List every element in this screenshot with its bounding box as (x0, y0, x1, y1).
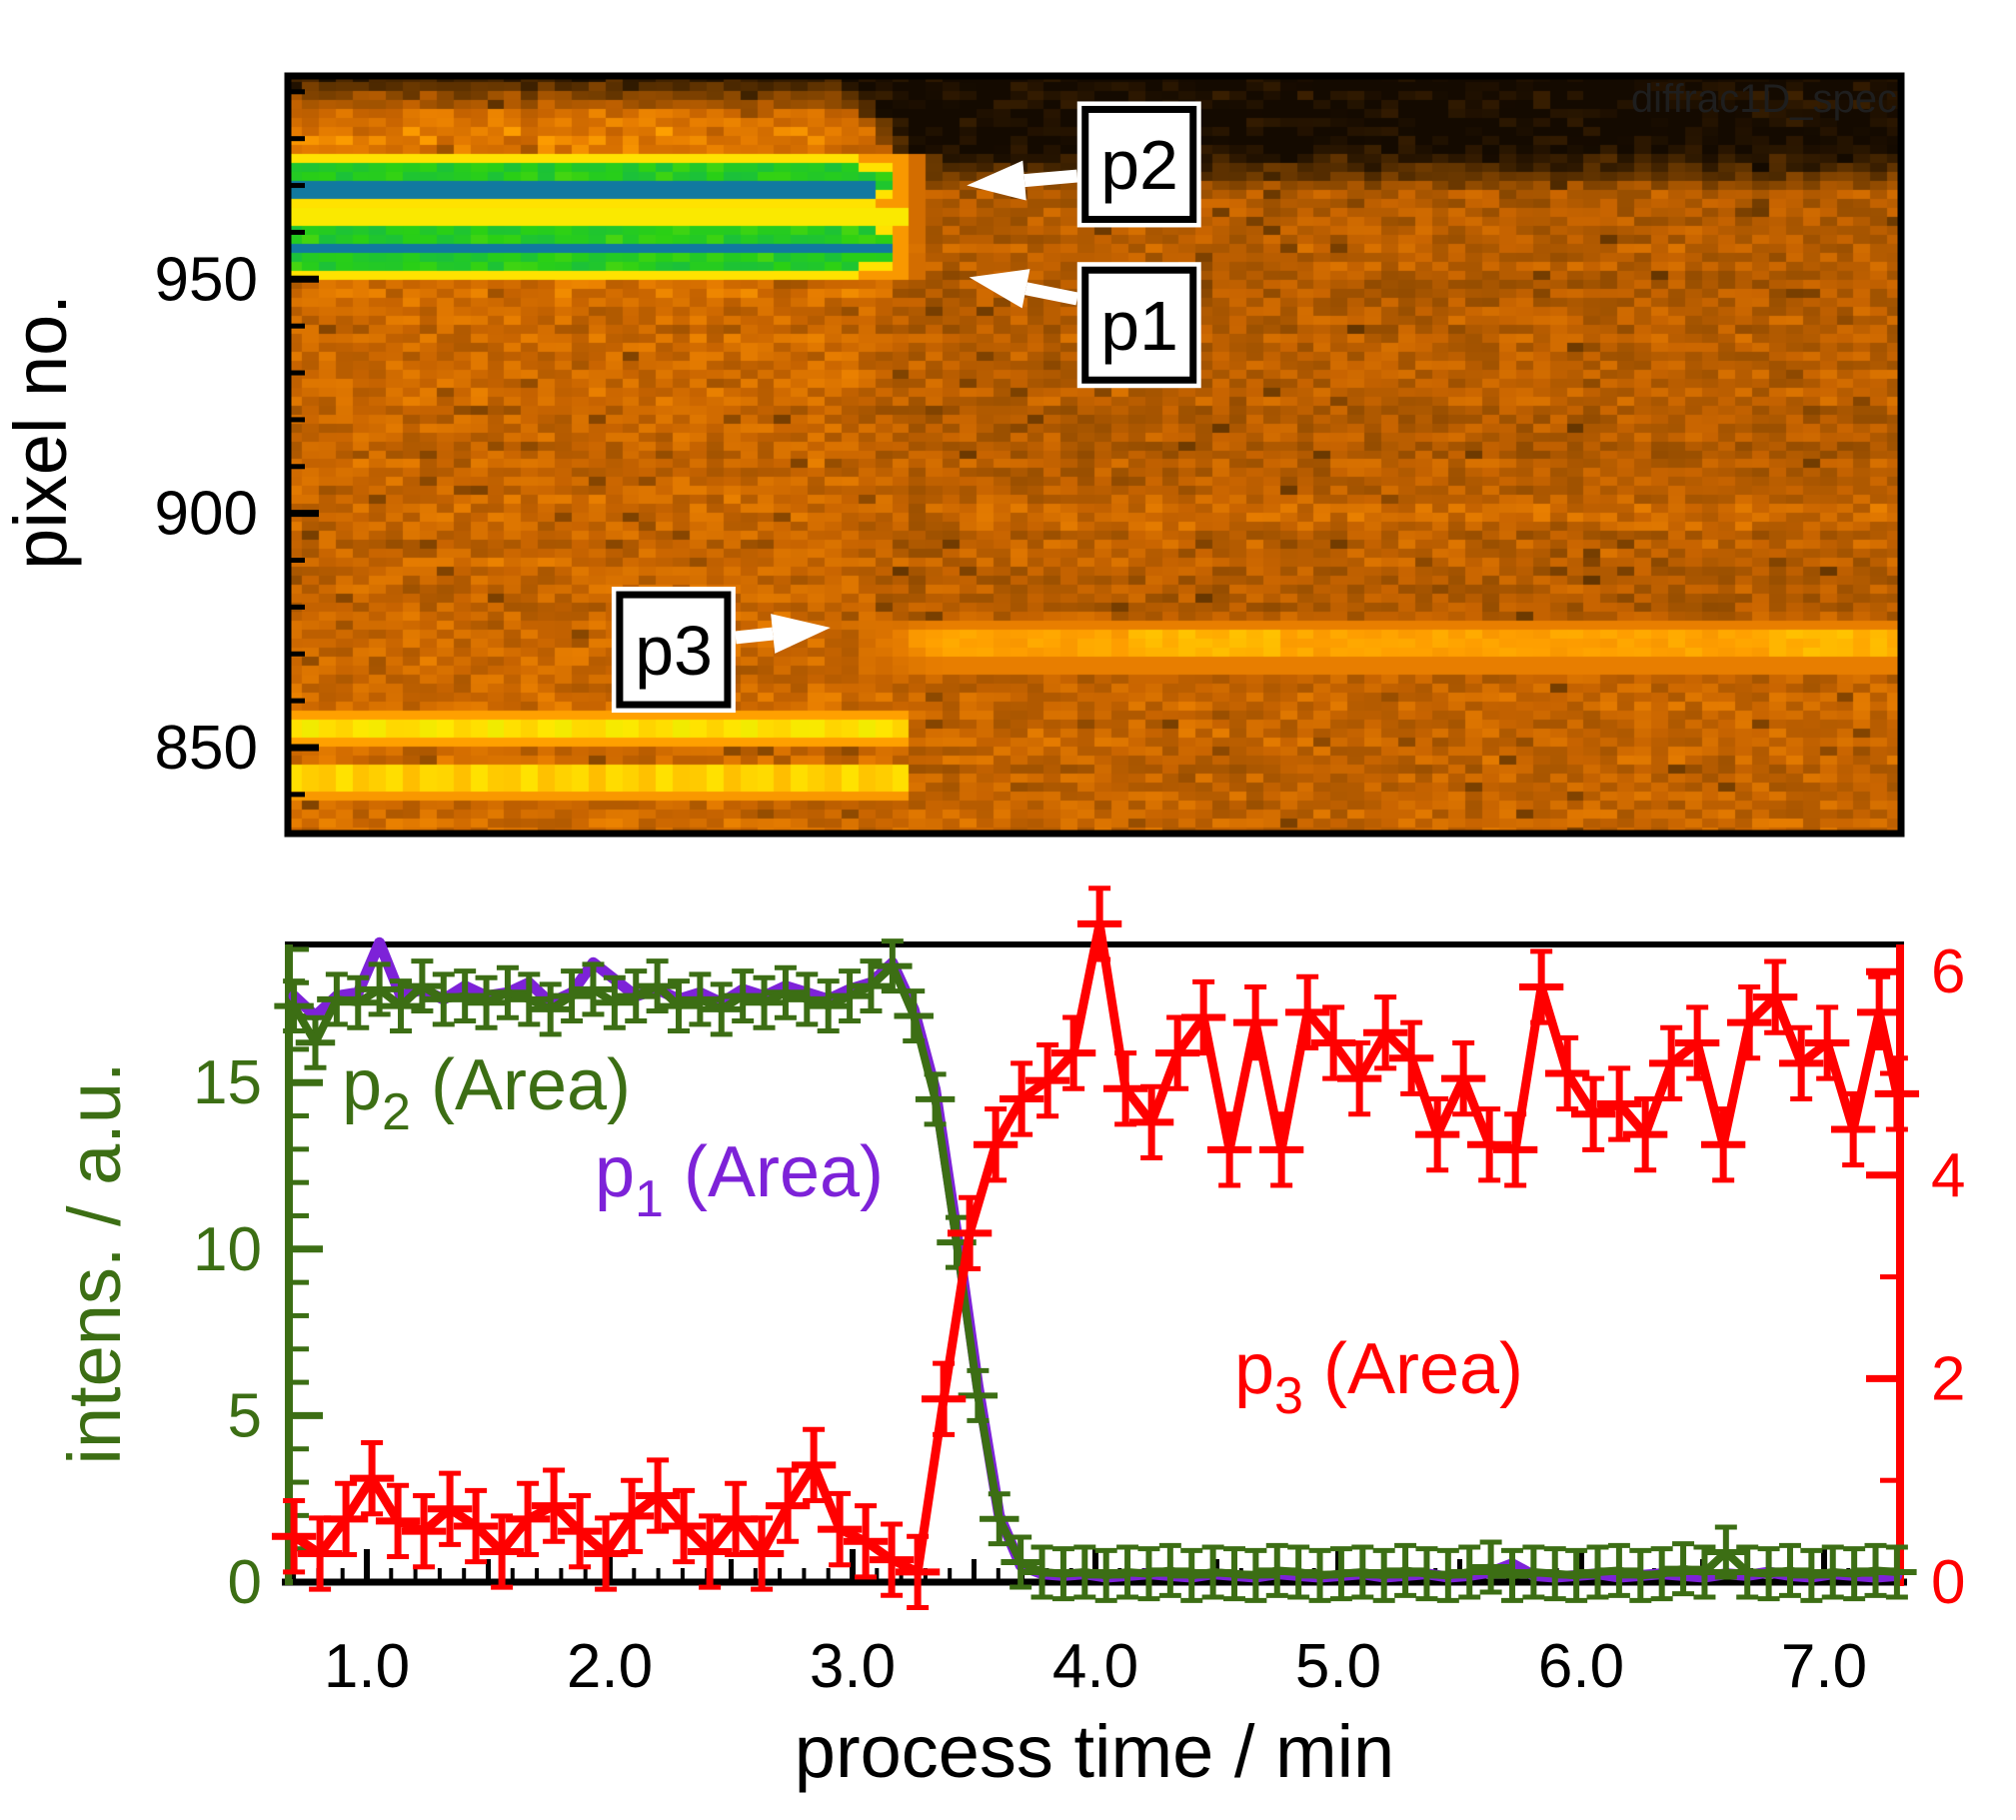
heatmap-ytick-labels: 850 900 950 (155, 245, 258, 783)
heatmap-frame-group (284, 72, 1905, 838)
series-p2_area (274, 938, 1917, 1603)
heatmap-ylabel: pixel no. (0, 294, 82, 570)
annotation-box-p3 (616, 591, 732, 709)
bottom-series-group (271, 886, 1920, 1610)
ytick-left-15: 15 (193, 1048, 262, 1117)
annotation-box-p2 (1081, 105, 1197, 223)
xtick-3.0: 3.0 (810, 1632, 896, 1701)
xtick-1.0: 1.0 (324, 1632, 410, 1701)
heatmap-ytick-900: 900 (155, 480, 258, 549)
annotation-arrows (735, 160, 1079, 654)
annotation-boxes (611, 101, 1201, 714)
ytick-left-5: 5 (228, 1381, 262, 1450)
bottom-ylabel-left: intens. / a.u. (53, 1061, 136, 1464)
xtick-7.0: 7.0 (1781, 1632, 1867, 1701)
heatmap-ytick-950: 950 (155, 245, 258, 314)
ytick-right-4: 4 (1931, 1141, 1965, 1210)
annotation-p3-label: p3 (635, 612, 713, 690)
ytick-left-0: 0 (228, 1548, 262, 1617)
xtick-5.0: 5.0 (1295, 1632, 1381, 1701)
bottom-axes-group (282, 941, 1907, 1586)
bottom-tick-labels: 1.0 2.0 3.0 4.0 5.0 6.0 7.0 0 5 10 15 0 2 4 6 (193, 937, 1965, 1701)
annotation-box-p1 (1081, 266, 1197, 384)
ytick-left-10: 10 (193, 1215, 262, 1284)
ytick-right-2: 2 (1931, 1344, 1965, 1413)
xtick-6.0: 6.0 (1538, 1632, 1624, 1701)
annotation-labels: p2 p1 p3 (635, 126, 1178, 690)
p3-series-label: p3 (Area) (1234, 1329, 1523, 1425)
p2-series-label: p2 (Area) (342, 1045, 631, 1141)
corner-label: diffrac1D_spec (1631, 77, 1897, 121)
bottom-xlabel: process time / min (795, 1710, 1394, 1793)
heatmap-ytick-850: 850 (155, 714, 258, 783)
annotation-p1-label: p1 (1100, 287, 1178, 365)
p1-series-label: p1 (Area) (595, 1132, 884, 1228)
ytick-right-0: 0 (1931, 1548, 1965, 1617)
annotation-p2-label: p2 (1100, 126, 1178, 204)
series-p3_area (271, 886, 1920, 1610)
ytick-right-6: 6 (1931, 937, 1965, 1006)
xtick-2.0: 2.0 (567, 1632, 653, 1701)
xtick-4.0: 4.0 (1052, 1632, 1138, 1701)
